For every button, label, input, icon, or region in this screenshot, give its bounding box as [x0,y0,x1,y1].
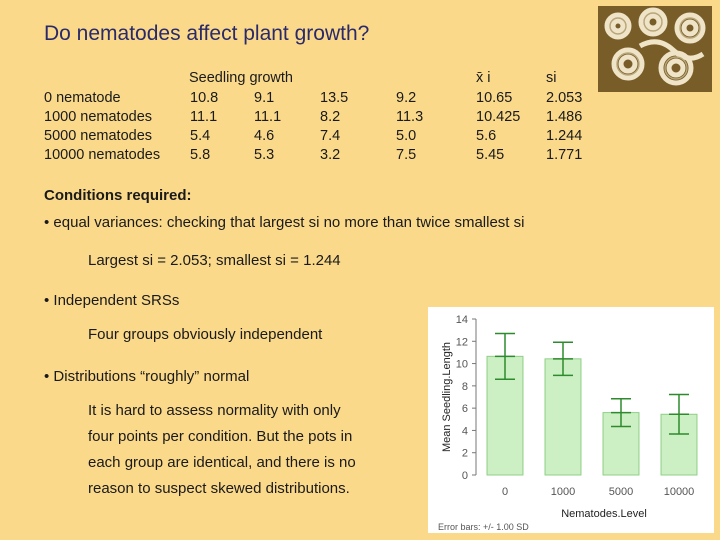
independent-note: Four groups obviously independent [88,326,323,343]
mean-value: 10.425 [476,109,521,125]
normality-line: It is hard to assess normality with only [88,402,341,419]
seedling-value: 9.2 [396,90,417,106]
x-tick-label: 1000 [551,486,575,498]
normality-line: four points per condition. But the pots … [88,428,353,445]
bullet-independent: • Independent SRSs [44,292,180,309]
conditions-heading: Conditions required: [44,187,192,204]
seedling-value: 5.8 [190,147,211,163]
y-tick-label: 6 [462,403,468,415]
x-tick-label: 5000 [609,486,633,498]
y-tick-label: 0 [462,470,468,482]
y-tick-label: 12 [456,336,468,348]
seedling-value: 5.3 [254,147,275,163]
row-label: 10000 nematodes [44,147,161,163]
y-tick-label: 8 [462,381,468,393]
sd-header: si [546,70,557,86]
seedling-value: 10.8 [190,90,219,106]
y-tick-label: 14 [456,314,468,326]
normality-note: It is hard to assess normality with only… [88,398,356,502]
bullet-equal-variances: • equal variances: checking that largest… [44,214,525,231]
seedling-value: 3.2 [320,147,341,163]
mean-header: x̄ i [476,70,491,86]
mean-value: 5.6 [476,128,497,144]
y-axis-label: Mean Seedling.Length [441,342,453,452]
y-tick-label: 2 [462,448,468,460]
mean-value: 10.65 [476,90,513,106]
bullet-normal: • Distributions “roughly” normal [44,368,250,385]
chart-footnote: Error bars: +/- 1.00 SD [438,522,529,532]
sd-value: 2.053 [546,90,583,106]
seedling-value: 9.1 [254,90,275,106]
normality-line: each group are identical, and there is n… [88,454,356,471]
mean-value: 5.45 [476,147,505,163]
page-title: Do nematodes affect plant growth? [44,22,370,45]
seedling-value: 8.2 [320,109,341,125]
normality-line: reason to suspect skewed distributions. [88,480,350,497]
x-axis-label: Nematodes.Level [561,508,647,520]
seedling-value: 11.1 [254,109,282,125]
row-label: 1000 nematodes [44,109,153,125]
seedling-growth-header: Seedling growth [189,70,293,86]
y-tick-label: 4 [462,425,468,437]
seedling-value: 4.6 [254,128,275,144]
largest-smallest-sd: Largest si = 2.053; smallest si = 1.244 [88,252,341,269]
bar [544,358,582,476]
nematode-photo [598,6,712,92]
seedling-value: 5.0 [396,128,417,144]
row-label: 5000 nematodes [44,128,153,144]
x-tick-label: 10000 [664,486,695,498]
row-label: 0 nematode [44,90,121,106]
seedling-value: 7.5 [396,147,417,163]
sd-value: 1.771 [546,147,583,163]
sd-value: 1.244 [546,128,583,144]
seedling-value: 11.1 [190,109,218,125]
seedling-value: 11.3 [396,109,424,125]
seedling-value: 5.4 [190,128,211,144]
bar-chart-svg: 0 2 4 6 8 10 12 14 0 1000 5000 10000 Mean Seedling.L… [438,314,698,532]
seedling-value: 13.5 [320,90,349,106]
bar-chart: 0 2 4 6 8 10 12 14 0 1000 5000 10000 Mean Seedling.L… [428,307,714,533]
seedling-value: 7.4 [320,128,341,144]
sd-value: 1.486 [546,109,583,125]
x-tick-label: 0 [502,486,508,498]
y-tick-label: 10 [456,359,468,371]
